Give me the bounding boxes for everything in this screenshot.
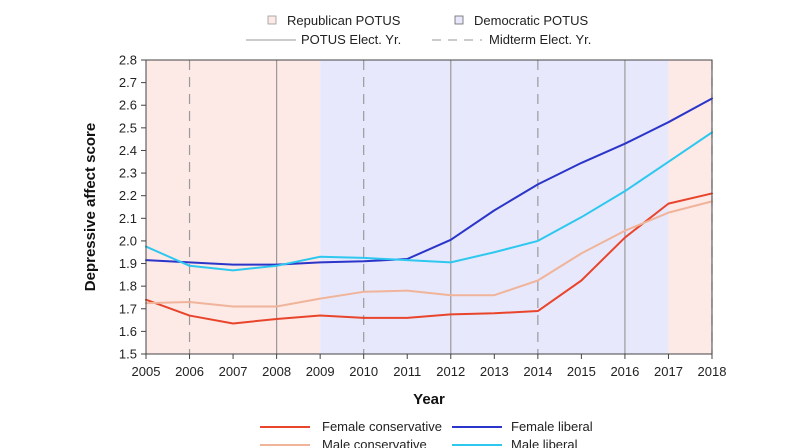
x-tick-label: 2016 bbox=[610, 364, 639, 379]
legend-midterm: Midterm Elect. Yr. bbox=[489, 32, 591, 47]
x-axis-title: Year bbox=[413, 391, 445, 408]
y-tick-label: 2.5 bbox=[119, 120, 137, 135]
series-line-female-conservative bbox=[145, 192, 713, 325]
x-tick-label: 2008 bbox=[262, 364, 291, 379]
x-tick-label: 2015 bbox=[567, 364, 596, 379]
y-tick-label: 2.0 bbox=[119, 233, 137, 248]
legend-democratic: Democratic POTUS bbox=[474, 13, 588, 28]
y-tick-label: 1.8 bbox=[119, 279, 137, 294]
y-axis-title: Depressive affect score bbox=[82, 123, 99, 291]
legend-male-liberal: Male liberal bbox=[511, 437, 578, 448]
x-tick-label: 2018 bbox=[698, 364, 727, 379]
top-legend: Republican POTUS Democratic POTUS POTUS … bbox=[246, 13, 591, 47]
democratic-swatch bbox=[454, 15, 464, 25]
legend-male-conservative: Male conservative bbox=[322, 437, 427, 448]
x-tick-label: 2010 bbox=[349, 364, 378, 379]
y-tick-label: 2.4 bbox=[119, 143, 137, 158]
plot-frame bbox=[145, 59, 713, 355]
series-line-male-liberal bbox=[145, 131, 713, 272]
x-tick-label: 2007 bbox=[219, 364, 248, 379]
legend-female-liberal: Female liberal bbox=[511, 419, 593, 434]
x-tick-label: 2009 bbox=[306, 364, 335, 379]
x-axis-ticks: 2005 2006 2007 2008 2009 2010 2011 2012 2013 2014… bbox=[132, 354, 727, 379]
legend-female-conservative: Female conservative bbox=[322, 419, 442, 434]
bottom-legend: Female conservative Female liberal Male … bbox=[260, 419, 593, 448]
x-tick-label: 2014 bbox=[523, 364, 552, 379]
data-series bbox=[145, 97, 713, 325]
y-tick-label: 1.6 bbox=[119, 324, 137, 339]
axes bbox=[145, 59, 713, 355]
shade-republican-0 bbox=[146, 60, 321, 354]
shade-democratic-1 bbox=[320, 60, 669, 354]
x-tick-label: 2005 bbox=[132, 364, 161, 379]
y-axis-ticks: 1.5 1.6 1.7 1.8 1.9 2.0 2.1 2.2 2.3 2.4 2.5 2.6 2.7 2… bbox=[119, 53, 146, 362]
x-tick-label: 2013 bbox=[480, 364, 509, 379]
y-tick-label: 1.7 bbox=[119, 301, 137, 316]
y-tick-label: 1.9 bbox=[119, 256, 137, 271]
x-tick-label: 2011 bbox=[393, 364, 421, 379]
y-tick-label: 2.2 bbox=[119, 188, 137, 203]
y-tick-label: 2.3 bbox=[119, 166, 137, 181]
legend-republican: Republican POTUS bbox=[287, 13, 401, 28]
y-tick-label: 1.5 bbox=[119, 347, 137, 362]
y-tick-label: 2.1 bbox=[119, 211, 137, 226]
republican-swatch bbox=[267, 15, 277, 25]
x-tick-label: 2006 bbox=[175, 364, 204, 379]
series-line-male-conservative bbox=[145, 200, 713, 308]
legend-election: POTUS Elect. Yr. bbox=[301, 32, 401, 47]
y-tick-label: 2.8 bbox=[119, 53, 137, 68]
x-tick-label: 2012 bbox=[436, 364, 465, 379]
y-tick-label: 2.6 bbox=[119, 98, 137, 113]
x-tick-label: 2017 bbox=[654, 364, 683, 379]
series-line-female-liberal bbox=[145, 97, 713, 266]
y-tick-label: 2.7 bbox=[119, 75, 137, 90]
presidency-shading bbox=[146, 60, 712, 354]
